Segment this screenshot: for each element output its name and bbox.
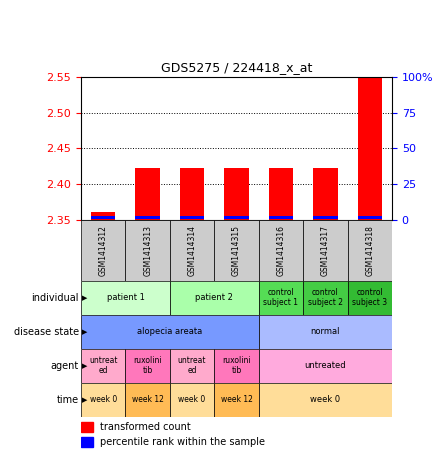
Text: week 12: week 12 (221, 395, 252, 404)
Bar (303, 281, 348, 315)
Text: GSM1414317: GSM1414317 (321, 225, 330, 276)
Bar (170, 281, 259, 315)
Bar (81, 349, 125, 383)
Text: ▶: ▶ (82, 363, 88, 369)
Bar (313, 216, 338, 219)
Text: ▶: ▶ (82, 295, 88, 301)
Text: GSM1414312: GSM1414312 (99, 225, 108, 276)
Text: GSM1414313: GSM1414313 (143, 225, 152, 276)
Text: normal: normal (311, 328, 340, 336)
Text: individual: individual (32, 293, 79, 303)
Text: agent: agent (51, 361, 79, 371)
Text: week 0: week 0 (178, 395, 206, 404)
Bar (269, 169, 293, 220)
Text: GSM1414314: GSM1414314 (187, 225, 197, 276)
Bar (357, 216, 382, 219)
Bar (91, 216, 116, 219)
Bar (348, 220, 392, 281)
Bar (81, 383, 125, 417)
Text: GSM1414318: GSM1414318 (365, 225, 374, 276)
Text: GSM1414316: GSM1414316 (276, 225, 286, 276)
Bar (170, 383, 214, 417)
Text: ruxolini
tib: ruxolini tib (133, 357, 162, 375)
Bar (357, 78, 382, 220)
Bar (214, 383, 259, 417)
Bar (224, 169, 249, 220)
Text: transformed count: transformed count (100, 422, 191, 432)
Bar (125, 349, 170, 383)
Bar (214, 349, 259, 383)
Bar (224, 216, 249, 219)
Bar (348, 281, 392, 315)
Bar (269, 216, 293, 219)
Text: ▶: ▶ (82, 329, 88, 335)
Bar (259, 220, 303, 281)
Text: GSM1414315: GSM1414315 (232, 225, 241, 276)
Text: control
subject 3: control subject 3 (352, 289, 387, 307)
Bar (303, 220, 348, 281)
Bar (170, 220, 214, 281)
Bar (259, 383, 392, 417)
Title: GDS5275 / 224418_x_at: GDS5275 / 224418_x_at (161, 62, 312, 74)
Bar (135, 216, 160, 219)
Text: patient 1: patient 1 (106, 294, 145, 302)
Bar (313, 169, 338, 220)
Text: week 0: week 0 (310, 395, 340, 404)
Text: untreat
ed: untreat ed (178, 357, 206, 375)
Text: alopecia areata: alopecia areata (137, 328, 202, 336)
Bar (81, 315, 259, 349)
Text: percentile rank within the sample: percentile rank within the sample (100, 437, 265, 447)
Bar (91, 212, 116, 220)
Bar (259, 315, 392, 349)
Text: ▶: ▶ (82, 397, 88, 403)
Bar (81, 422, 93, 432)
Bar (81, 281, 170, 315)
Text: week 0: week 0 (90, 395, 117, 404)
Text: time: time (57, 395, 79, 405)
Bar (259, 281, 303, 315)
Text: control
subject 2: control subject 2 (308, 289, 343, 307)
Bar (180, 169, 204, 220)
Bar (125, 383, 170, 417)
Text: untreated: untreated (304, 361, 346, 370)
Bar (214, 220, 259, 281)
Bar (125, 220, 170, 281)
Bar (180, 216, 204, 219)
Text: untreat
ed: untreat ed (89, 357, 117, 375)
Bar (81, 437, 93, 448)
Text: disease state: disease state (14, 327, 79, 337)
Text: patient 2: patient 2 (195, 294, 233, 302)
Text: week 12: week 12 (132, 395, 164, 404)
Bar (259, 349, 392, 383)
Bar (135, 169, 160, 220)
Text: ruxolini
tib: ruxolini tib (222, 357, 251, 375)
Bar (170, 349, 214, 383)
Bar (81, 220, 125, 281)
Text: control
subject 1: control subject 1 (263, 289, 298, 307)
